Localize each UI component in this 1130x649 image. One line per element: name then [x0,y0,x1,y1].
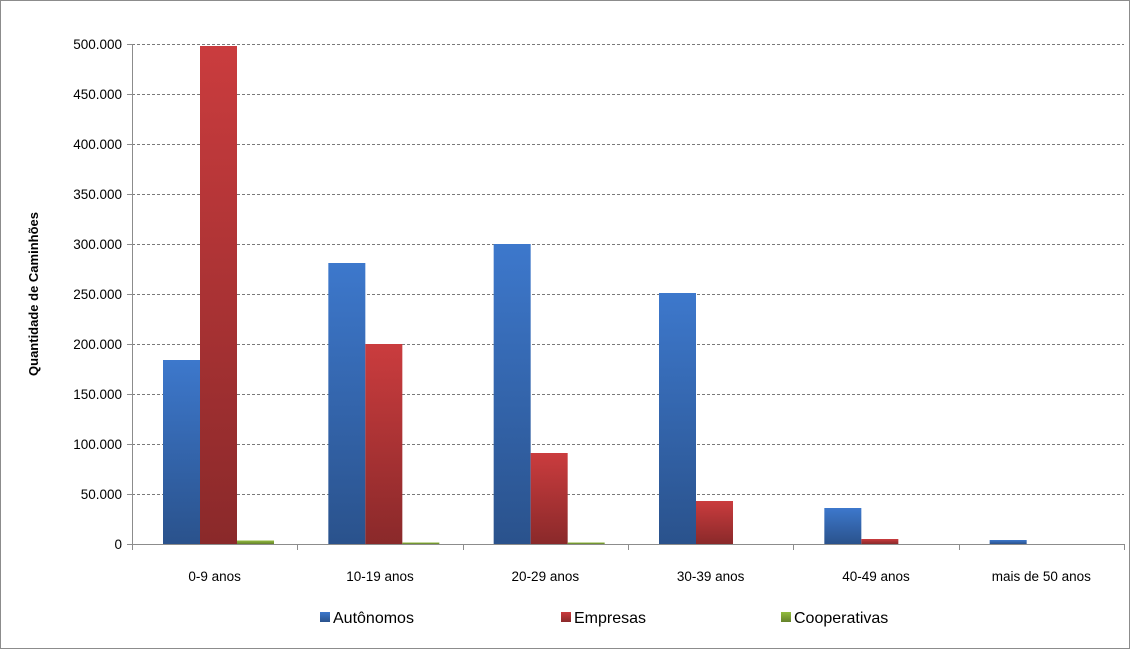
y-tick-label: 250.000 [73,287,122,302]
x-tick-label: 20-29 anos [512,569,580,584]
legend-item: Empresas [561,610,646,627]
y-tick-labels: 0 50.000 100.000 150.000 200.000 250.000 300.0… [73,37,122,552]
y-tick-label: 50.000 [81,487,122,502]
y-tick-label: 150.000 [73,387,122,402]
bar-aut-nomos [659,293,696,544]
legend-swatch [781,612,791,622]
bar-aut-nomos [989,540,1027,544]
x-tick-labels: 0-9 anos 10-19 anos 20-29 anos 30-39 anos 40… [188,569,1091,584]
bar-empresas [365,344,403,544]
legend-label: Cooperativas [794,610,888,627]
legend-swatch [561,612,571,622]
y-axis-title: Quantidade de Caminhões [26,212,41,376]
x-tick-label: 0-9 anos [188,569,241,584]
x-tick-label: mais de 50 anos [992,569,1091,584]
x-tick-label: 10-19 anos [346,569,414,584]
legend-label: Empresas [574,610,646,627]
y-tick-label: 450.000 [73,87,122,102]
y-tick-label: 350.000 [73,187,122,202]
bar-cooperativas [237,540,274,544]
bars [163,46,1027,544]
y-tick-label: 400.000 [73,137,122,152]
legend-item: Autônomos [320,610,414,627]
y-tick-label: 300.000 [73,237,122,252]
y-tick-label: 200.000 [73,337,122,352]
bar-aut-nomos [493,244,531,544]
y-tick-label: 0 [114,537,122,552]
bar-cooperativas [567,542,605,544]
y-tick-label: 100.000 [73,437,122,452]
bar-cooperativas [402,542,440,544]
legend-item: Cooperativas [781,610,888,627]
x-tick-label: 40-49 anos [842,569,910,584]
gridlines [132,44,1124,495]
legend-swatch [320,612,330,622]
bar-empresas [530,453,568,544]
bar-empresas [861,539,899,544]
legend-label: Autônomos [333,610,414,627]
bar-aut-nomos [163,360,200,544]
bar-empresas [200,46,237,544]
bar-aut-nomos [824,508,862,544]
x-tick-label: 30-39 anos [677,569,745,584]
axes [127,44,1125,550]
legend: Autônomos Empresas Cooperativas [320,610,888,627]
y-tick-label: 500.000 [73,37,122,52]
bar-aut-nomos [328,263,366,544]
bar-empresas [696,501,733,544]
